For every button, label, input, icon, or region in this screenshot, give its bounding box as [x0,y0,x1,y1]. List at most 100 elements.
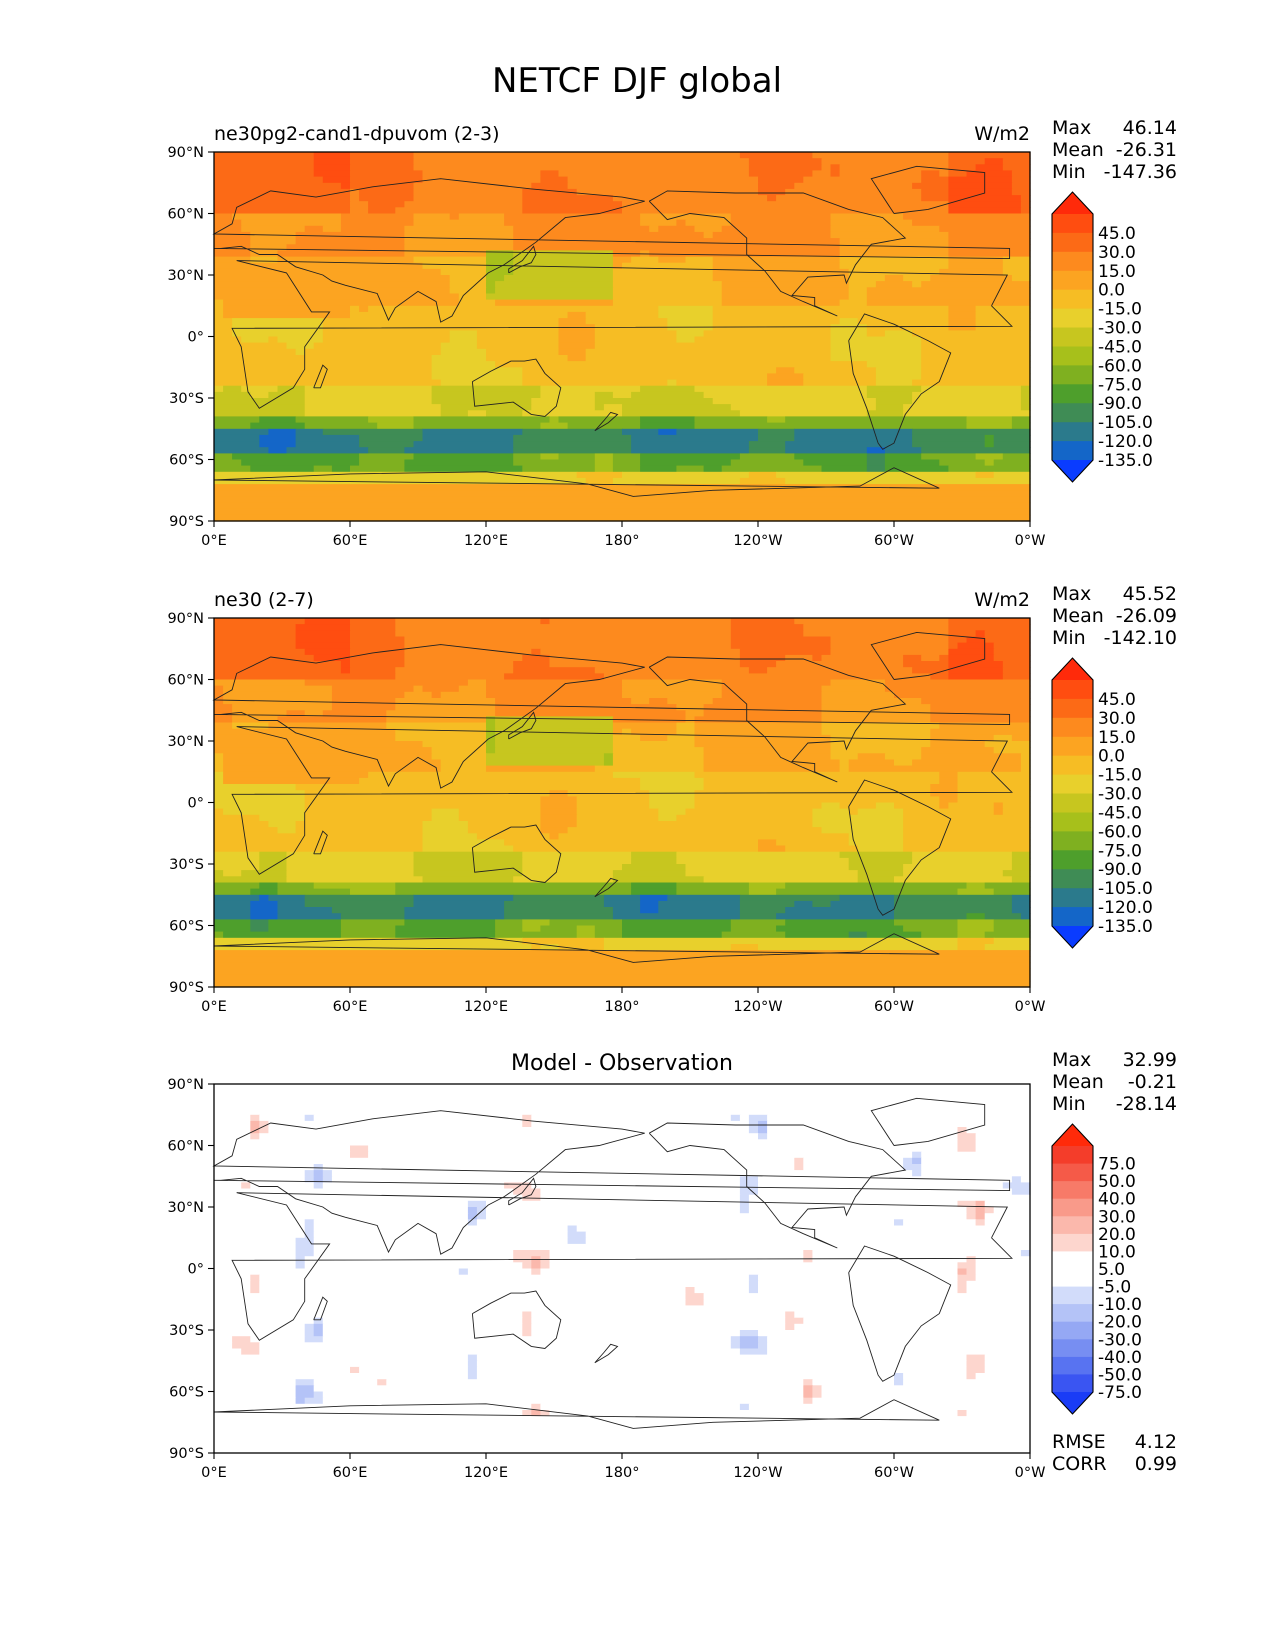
field-cell [739,1200,750,1208]
field-cell [504,275,614,282]
field-cell [386,722,487,730]
field-cell [984,882,1031,890]
field-cell [866,287,1031,295]
field-cell [214,1366,351,1374]
field-cell [395,734,487,742]
field-cell [241,459,360,467]
field-cell [975,453,1004,461]
field-cell [486,765,596,773]
field-cell [214,685,224,693]
field-cell [513,262,614,270]
field-cell [758,1287,959,1294]
x-tick-label: 0°E [201,533,227,549]
field-cell [758,1182,1004,1190]
field-cell [286,710,306,718]
field-cell [232,710,288,718]
field-cell [984,913,1022,920]
y-tick-label: 90°S [169,514,204,530]
field-cell [558,348,587,356]
field-cell [422,741,487,748]
colorbar-segment [1052,907,1093,927]
field-cell [1020,913,1031,920]
field-cell [939,459,986,467]
field-cell [413,195,523,202]
field-cell [576,931,596,939]
field-cell [739,1207,750,1214]
field-cell [631,441,750,448]
field-cell [214,630,297,638]
field-cell [875,802,895,810]
field-cell [214,1194,523,1202]
coastline [508,1177,537,1206]
field-cell [495,698,632,705]
colorbar-segment [1052,384,1093,404]
field-cell [214,496,1031,504]
field-cell [685,716,696,724]
coastline [471,824,562,883]
colorbar-segment [1052,698,1093,719]
field-cell [758,1127,768,1134]
field-cell [948,152,1031,159]
field-cell [921,367,1031,375]
field-cell [567,176,759,184]
field-cell [295,784,641,791]
field-cell [350,207,369,215]
field-cell [966,1354,986,1362]
field-cell [658,814,677,822]
field-cell [495,287,614,295]
field-cell [214,1084,1031,1091]
field-cell [631,728,677,736]
field-cell [912,428,1031,436]
field-cell [576,188,759,196]
field-cell [1002,164,1031,172]
colorbar-tick-label: 10.0 [1098,1242,1136,1262]
field-cell [930,275,1013,282]
field-cell [567,355,587,362]
field-cell [295,441,360,448]
colorbar-tick-label: -60.0 [1098,356,1142,376]
colorbar-tick-label: -40.0 [1098,1348,1142,1368]
field-cell [612,722,677,730]
x-tick-label: 120°E [464,1465,508,1481]
colorbar-extend-min [1052,1392,1093,1414]
field-cell [304,796,541,804]
field-cell [531,1323,786,1331]
field-cell [476,336,560,344]
field-cell [522,465,596,473]
field-cell [975,1139,1031,1147]
y-tick-label: 60°N [167,673,204,689]
colorbar-tick-label: -20.0 [1098,1313,1142,1333]
field-cell [667,318,714,325]
field-cell [476,330,560,338]
field-cell [1011,182,1031,190]
field-cell [948,636,968,644]
field-cell [359,453,415,461]
colorbar-tick-label: -15.0 [1098,300,1142,320]
field-cell [223,385,242,393]
field-cell [295,1250,315,1257]
field-cell [259,1342,732,1350]
field-cell [803,1391,813,1399]
field-cell [975,1274,1031,1282]
field-cell [214,275,451,282]
field-cell [214,164,315,172]
field-cell [368,207,396,215]
field-cell [984,1213,1031,1220]
field-cell [612,459,641,467]
field-cell [685,256,714,264]
field-cell [350,158,415,165]
field-cell [214,827,279,834]
field-cell [431,808,460,816]
field-cell [322,1397,804,1405]
field-cell [214,913,251,920]
field-cell [350,642,405,650]
field-cell [214,1391,297,1399]
colorbar-extend-max [1052,658,1093,680]
field-cell [567,182,759,190]
field-cell [250,888,279,896]
field-cell [214,250,251,258]
field-cell [214,1225,306,1233]
field-cell [304,1330,315,1337]
colorbar-tick-label: -135.0 [1098,451,1153,471]
field-cell [495,716,614,724]
